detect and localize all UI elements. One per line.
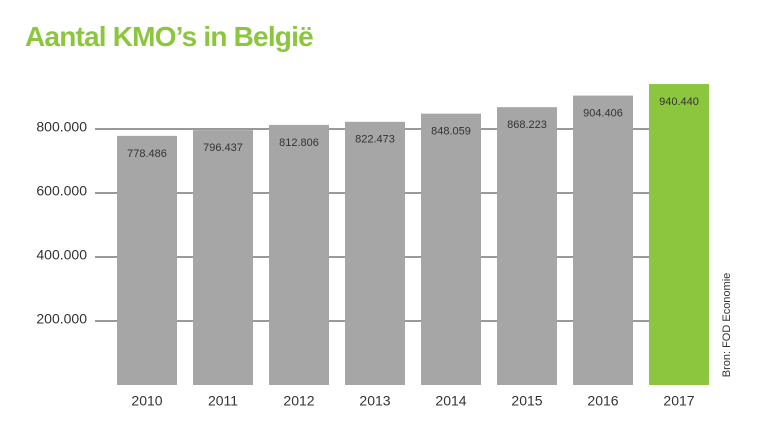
bar [497,107,557,385]
source-note: Bron: FOD Economie [721,273,733,378]
y-tick-label: 800.000 [36,119,87,135]
chart-title: Aantal KMO’s in België [25,21,313,52]
y-tick-label: 600.000 [36,183,87,199]
x-tick-label: 2010 [131,393,162,409]
y-tick-label: 200.000 [36,311,87,327]
x-tick-label: 2014 [435,393,466,409]
value-label: 822.473 [355,134,395,146]
x-tick-label: 2012 [283,393,314,409]
value-label: 868.223 [507,119,547,131]
bar [573,95,633,385]
bar [421,113,481,385]
value-label: 848.059 [431,126,471,138]
bar [269,124,329,386]
x-tick-label: 2017 [663,393,694,409]
value-label: 796.437 [203,142,243,154]
value-label: 940.440 [659,96,699,108]
x-tick-label: 2013 [359,393,390,409]
bar [193,130,253,385]
y-tick-label: 400.000 [36,247,87,263]
bar [117,135,177,385]
value-label: 904.406 [583,107,623,119]
value-label: 778.486 [127,148,167,160]
x-tick-label: 2011 [208,393,238,409]
value-label: 812.806 [279,137,319,149]
x-tick-label: 2016 [587,393,618,409]
x-tick-label: 2015 [511,393,542,409]
bar [649,84,709,385]
bar [345,121,405,385]
